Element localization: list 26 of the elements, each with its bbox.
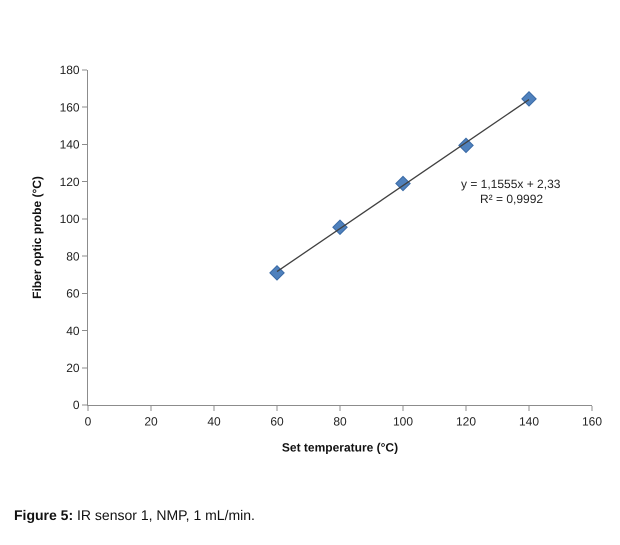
y-axis-title: Fiber optic probe (°C) bbox=[30, 176, 44, 299]
x-tick-label: 100 bbox=[392, 414, 414, 428]
y-tick-label: 20 bbox=[66, 360, 80, 375]
point bbox=[521, 91, 537, 106]
y-tick-label: 0 bbox=[72, 398, 80, 412]
x-tick-label: 80 bbox=[333, 414, 347, 428]
y-tick-label: 180 bbox=[60, 63, 80, 78]
annotation: R² = 0,9992 bbox=[480, 192, 544, 206]
x-tick-label: 60 bbox=[270, 414, 284, 428]
y-tick-label: 40 bbox=[66, 324, 80, 338]
x-axis-title: Set temperature (°C) bbox=[282, 440, 398, 454]
point bbox=[269, 265, 285, 281]
y-tick-label: 100 bbox=[60, 212, 80, 226]
y-tick-label: 80 bbox=[66, 249, 80, 264]
x-tick-label: 40 bbox=[207, 414, 221, 428]
y-tick-label: 140 bbox=[60, 138, 80, 152]
annotation: y = 1,1555x + 2,33 bbox=[461, 177, 561, 191]
x-tick-label: 20 bbox=[144, 414, 158, 428]
x-tick-label: 120 bbox=[456, 414, 476, 428]
x-tick-label: 0 bbox=[84, 414, 92, 428]
x-tick-label: 160 bbox=[582, 414, 602, 428]
y-tick-label: 120 bbox=[60, 174, 80, 189]
caption: Figure 5: IR sensor 1, NMP, 1 mL/min. bbox=[14, 507, 255, 523]
y-tick-label: 160 bbox=[60, 100, 80, 114]
y-tick-label: 60 bbox=[66, 286, 80, 301]
x-tick-label: 140 bbox=[518, 414, 540, 428]
